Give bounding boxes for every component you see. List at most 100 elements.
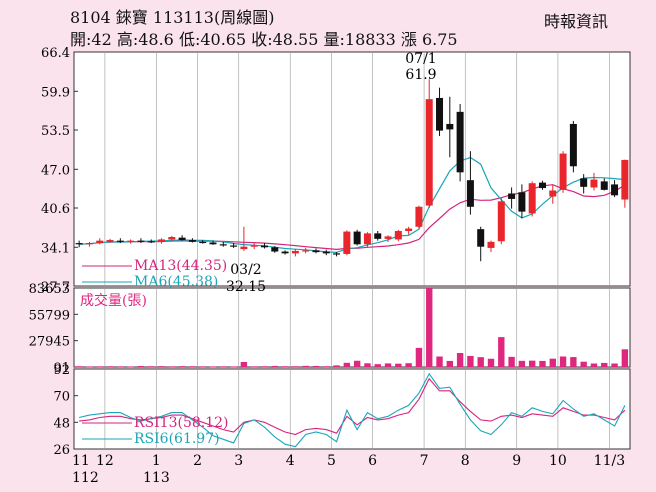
x-tick-label: 7	[420, 453, 429, 469]
price-tick-label: 66.4	[41, 46, 70, 61]
candle-body	[538, 182, 546, 189]
candle-body	[281, 251, 289, 254]
volume-bar	[601, 362, 608, 367]
volume-bar	[456, 352, 464, 367]
candle-body	[549, 190, 557, 197]
chart-title: 8104 錸寶 113113(周線圖)	[70, 8, 275, 27]
candle-body	[250, 245, 258, 247]
candle-body	[240, 246, 248, 250]
price-panel	[73, 51, 631, 287]
volume-bar	[189, 366, 196, 368]
price-tick-label: 59.9	[41, 85, 70, 100]
volume-title: 成交量(張)	[80, 292, 147, 309]
price-legend-label: MA13(44.35)	[134, 258, 227, 274]
candle-body	[477, 229, 485, 247]
volume-tick-label: 91	[53, 361, 70, 376]
rsi-tick-label: 48	[53, 416, 70, 431]
candle-body	[487, 241, 495, 248]
volume-bar	[384, 363, 392, 367]
volume-bar	[117, 366, 124, 368]
volume-bar	[477, 357, 484, 367]
volume-bar	[508, 356, 515, 367]
high-date-label: 07/1	[405, 51, 436, 67]
volume-bar	[281, 366, 289, 368]
volume-bar	[106, 366, 114, 368]
volume-bar	[426, 288, 433, 367]
volume-bar	[199, 366, 206, 368]
rsi-tick-label: 70	[53, 390, 70, 405]
candle-body	[611, 184, 619, 196]
candle-body	[333, 253, 341, 255]
candle-body	[271, 247, 279, 252]
candle-body	[405, 228, 413, 231]
candle-body	[415, 206, 423, 227]
volume-tick-label: 27945	[29, 335, 70, 350]
candle-body	[466, 180, 474, 207]
candle-body	[147, 241, 155, 243]
volume-bar	[559, 356, 567, 367]
volume-bar	[446, 360, 454, 367]
candle-body	[219, 244, 227, 246]
volume-bar	[312, 365, 320, 367]
ohlc-summary: 開:42 高:48.6 低:40.65 收:48.55 量:18833 漲 6.…	[70, 30, 458, 49]
x-tick-label: 2	[193, 453, 202, 469]
volume-bar	[127, 366, 134, 368]
volume-bar	[621, 349, 629, 367]
volume-bar	[498, 337, 505, 367]
price-tick-label: 34.1	[41, 241, 70, 256]
volume-tick-label: 55799	[29, 308, 70, 323]
candle-body	[508, 193, 516, 199]
volume-bar	[137, 366, 145, 368]
candle-body	[127, 240, 135, 242]
x-year-label: 113	[143, 470, 170, 486]
volume-bar	[549, 358, 556, 367]
volume-bar	[580, 361, 587, 367]
x-tick-label: 6	[368, 453, 377, 469]
x-tick-label: 11	[72, 453, 90, 469]
candle-body	[343, 231, 351, 254]
source-label: 時報資訊	[544, 12, 609, 31]
x-tick-label: 11/3	[594, 453, 625, 469]
candle-body	[528, 183, 536, 214]
volume-bar	[96, 366, 103, 368]
x-year-label: 112	[72, 470, 99, 486]
volume-bar	[75, 366, 83, 368]
volume-bar	[230, 366, 237, 368]
volume-bar	[415, 347, 423, 367]
volume-bar	[333, 365, 340, 367]
x-tick-label: 3	[234, 453, 243, 469]
rsi-legend-label: RSI13(58.12)	[134, 415, 228, 431]
volume-bar	[570, 357, 577, 367]
rsi6-line	[78, 372, 626, 448]
price-tick-label: 53.5	[41, 124, 70, 139]
candle-body	[116, 240, 124, 242]
candle-body	[188, 240, 196, 242]
candle-body	[374, 233, 382, 239]
candle-body	[230, 245, 238, 247]
price-tick-label: 47.0	[41, 163, 70, 178]
volume-bar	[261, 366, 268, 368]
candle-body	[75, 243, 83, 245]
volume-bar	[240, 361, 248, 367]
candle-body	[312, 250, 320, 253]
volume-bar	[343, 362, 351, 367]
candle-body	[106, 240, 114, 242]
candle-body	[199, 241, 207, 244]
candle-body	[600, 181, 608, 190]
rsi-tick-label: 26	[53, 443, 70, 458]
volume-bar	[436, 356, 443, 367]
candle-body	[580, 178, 588, 187]
volume-bar	[528, 360, 536, 367]
volume-bar	[364, 363, 371, 367]
price-legend-label: MA6(45.38)	[134, 274, 218, 290]
x-tick-label: 8	[461, 453, 470, 469]
volume-bar	[405, 363, 412, 367]
candle-body	[518, 192, 526, 212]
volume-panel	[73, 287, 631, 368]
rsi-tick-label: 92	[53, 363, 70, 378]
volume-bar	[611, 363, 618, 367]
candle-body	[260, 245, 268, 248]
volume-bar	[323, 366, 330, 368]
candle-body	[394, 230, 402, 240]
